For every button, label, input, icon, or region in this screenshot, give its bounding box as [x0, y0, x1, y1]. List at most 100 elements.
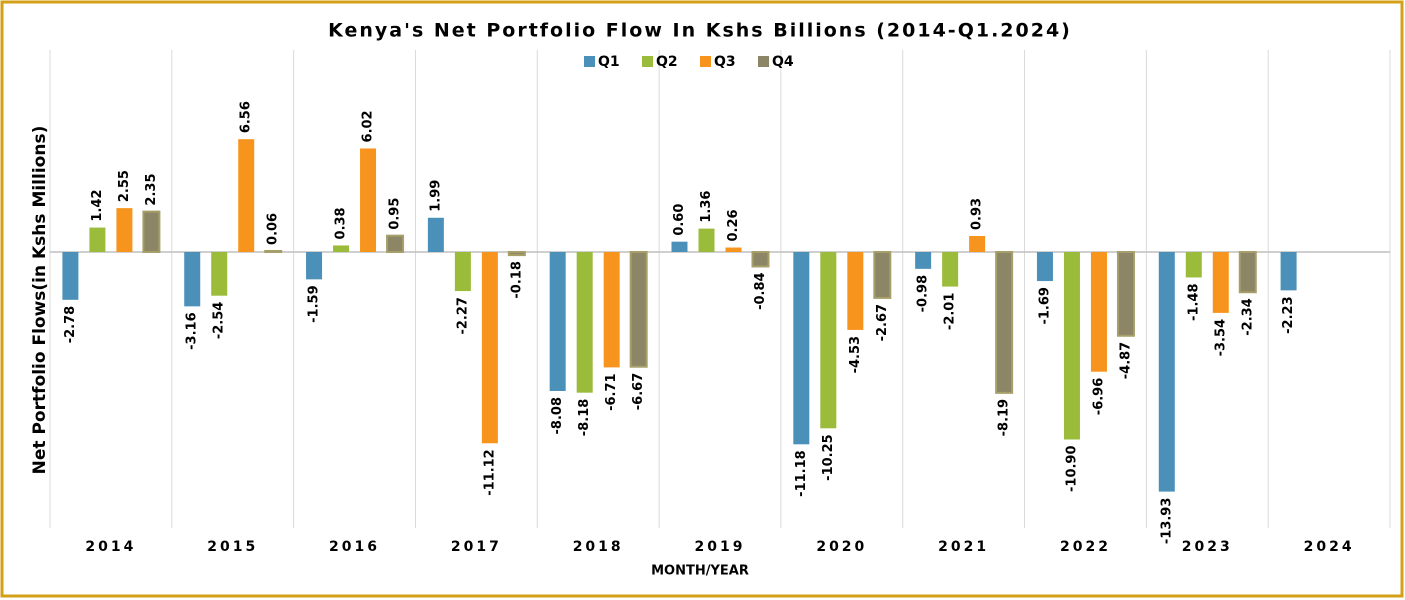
bar [62, 252, 79, 300]
data-label: 1.36 [699, 191, 714, 223]
x-axis-title: MONTH/YEAR [651, 564, 749, 579]
x-tick-label: 2016 [329, 539, 380, 555]
data-label: -8.18 [577, 399, 592, 436]
legend-label: Q3 [714, 54, 736, 70]
bar [1158, 252, 1175, 492]
data-label: -1.69 [1037, 287, 1052, 324]
bar [1063, 252, 1080, 440]
data-label: -2.67 [875, 304, 890, 341]
data-label: 0.60 [672, 204, 687, 236]
legend-label: Q1 [598, 54, 620, 70]
bar [507, 251, 526, 257]
bar [793, 252, 810, 445]
data-label: -13.93 [1159, 498, 1174, 545]
data-label: 6.02 [361, 110, 376, 142]
bar [969, 236, 986, 252]
legend-label: Q4 [772, 54, 794, 70]
data-label: 0.93 [970, 198, 985, 230]
bar [603, 252, 620, 368]
data-label: -11.12 [482, 449, 497, 496]
bar [1185, 252, 1202, 278]
x-tick-label: 2024 [1304, 539, 1355, 555]
bar [454, 252, 471, 292]
x-tick-label: 2022 [1060, 539, 1111, 555]
bar [1090, 252, 1107, 372]
bar [1036, 252, 1053, 282]
bar [873, 251, 892, 299]
bar [333, 245, 350, 252]
bar [306, 252, 323, 280]
data-label: -4.53 [848, 336, 863, 373]
bar [89, 227, 106, 252]
bar [995, 251, 1014, 394]
legend-swatch [642, 56, 653, 67]
bar [576, 252, 593, 393]
data-label: -8.08 [550, 397, 565, 434]
x-tick-label: 2015 [207, 539, 258, 555]
bar [915, 252, 932, 269]
data-label: -1.48 [1186, 283, 1201, 320]
x-tick-label: 2018 [573, 539, 624, 555]
data-label: 0.95 [388, 198, 403, 230]
bar [698, 228, 715, 252]
bar [1116, 251, 1135, 337]
data-label: 2.55 [117, 170, 132, 202]
data-label: -0.18 [509, 261, 524, 298]
x-tick-label: 2021 [938, 539, 989, 555]
bar [211, 252, 228, 296]
legend-swatch [758, 56, 769, 67]
bar [751, 251, 770, 268]
data-label: 1.99 [428, 180, 443, 212]
x-tick-label: 2023 [1182, 539, 1233, 555]
bar [671, 241, 688, 252]
bar [1212, 252, 1229, 313]
data-label: -2.54 [212, 302, 227, 339]
chart-title: Kenya's Net Portfolio Flow In Kshs Billi… [328, 20, 1072, 42]
x-tick-label: 2017 [451, 539, 502, 555]
data-label: -2.34 [1240, 298, 1255, 335]
data-label: 6.56 [239, 101, 254, 133]
bar [725, 247, 742, 252]
data-label: 1.42 [90, 189, 105, 221]
bar [386, 234, 405, 254]
data-label: -4.87 [1118, 342, 1133, 379]
data-label: -0.84 [753, 272, 768, 309]
bar [360, 148, 377, 252]
bar [481, 252, 498, 444]
data-label: -11.18 [794, 450, 809, 497]
data-label: 0.26 [726, 209, 741, 241]
bar [629, 251, 648, 368]
legend-swatch [700, 56, 711, 67]
data-label: -3.54 [1213, 319, 1228, 356]
data-label: -6.71 [604, 373, 619, 410]
data-label: -2.78 [63, 306, 78, 343]
data-label: -2.27 [455, 297, 470, 334]
x-tick-label: 2014 [85, 539, 136, 555]
x-tick-label: 2020 [816, 539, 867, 555]
data-label: -10.25 [821, 434, 836, 481]
data-label: -2.23 [1281, 296, 1296, 333]
bar [427, 217, 444, 252]
data-label: -3.16 [185, 312, 200, 349]
bar [264, 249, 283, 254]
data-label: 0.38 [334, 207, 349, 239]
bar [942, 252, 959, 287]
data-label: -1.59 [307, 285, 322, 322]
data-label: 0.06 [266, 213, 281, 245]
bar [142, 210, 161, 253]
data-label: -10.90 [1064, 445, 1079, 492]
bar [116, 208, 133, 252]
bar [820, 252, 837, 429]
bar [549, 252, 566, 391]
data-label: -6.96 [1091, 378, 1106, 415]
data-label: -8.19 [997, 399, 1012, 436]
data-label: -0.98 [916, 275, 931, 312]
x-tick-label: 2019 [695, 539, 746, 555]
bar [1280, 252, 1297, 291]
legend-label: Q2 [656, 54, 678, 70]
bar [847, 252, 864, 330]
data-label: -2.01 [943, 293, 958, 330]
data-label: -6.67 [631, 373, 646, 410]
bar [184, 252, 201, 307]
